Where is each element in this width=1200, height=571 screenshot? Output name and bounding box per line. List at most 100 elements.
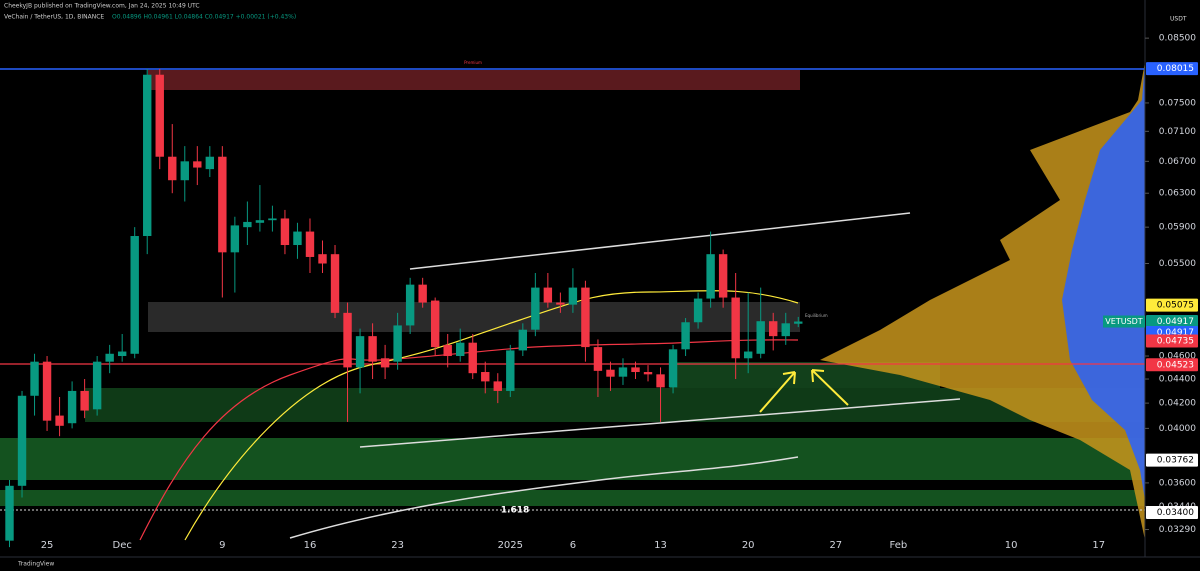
candle-body [318,254,327,264]
zone-label: Equilibrium [805,313,828,318]
candle-body [656,374,665,388]
fib-label: 1.618 [501,506,529,516]
candle-body [531,287,540,330]
price-label: 0.04917 [1157,328,1194,338]
price-label: 0.08015 [1157,64,1194,74]
candle-body [380,358,390,368]
price-label: 0.04523 [1157,360,1194,370]
y-tick-label: 0.04200 [1159,399,1196,409]
candle-body [243,221,252,228]
candle-body [180,161,189,181]
candle-body [618,367,628,377]
price-label-name-box [1103,315,1145,328]
candle-body [743,351,753,359]
candle-body [193,161,202,168]
y-tick-label: 0.04600 [1159,352,1196,362]
candle-body [493,381,502,391]
candle-body [17,395,27,486]
price-label-box [1146,315,1198,329]
x-tick-label: 2025 [498,540,523,551]
ohlc-header: O0.04896 H0.04961 L0.04864 C0.04917 +0.0… [112,14,296,21]
brand: TradingView [17,561,54,568]
candle-body [606,369,615,377]
price-label-box [1146,453,1198,467]
channel-bottom [359,398,961,448]
candle-body [756,321,765,354]
x-tick-label: 13 [654,540,667,551]
price-label-box [1146,298,1198,312]
equilibrium-zone [148,302,800,332]
price-axis [1145,0,1200,557]
candle-body [731,297,740,359]
arrow [759,371,796,413]
candle-body [155,74,164,157]
arrow [811,369,849,406]
chart-title: VeChain / TetherUS, 1D, BINANCE [4,14,104,21]
price-label-name: VETUSDT [1105,317,1143,326]
candle-body [30,361,39,396]
x-tick-label: 23 [391,540,404,551]
candle-body [769,321,778,337]
moving-average-slow [289,456,799,539]
candle-body [468,342,477,374]
currency: USDT [1170,16,1187,23]
candle-body [643,372,653,375]
candle-body [706,254,715,299]
candle-body [105,353,114,362]
x-tick-label: 10 [1005,540,1018,551]
candle-body [668,349,678,388]
candle-body [781,323,790,337]
candle-body [543,287,553,303]
price-label-box [1146,62,1198,76]
candle-body [718,254,728,298]
y-tick-label: 0.04000 [1159,424,1196,434]
candle-body [693,298,703,323]
price-label: 0.05075 [1157,301,1194,311]
x-tick-label: 9 [219,540,225,551]
y-tick-label: 0.03600 [1159,478,1196,488]
y-tick-label: 0.05900 [1159,223,1196,233]
price-label-box [1146,334,1198,348]
candle-body [368,336,377,362]
candle-body [506,350,515,391]
candle-body [631,367,640,373]
candle-body [430,300,440,348]
candle-body [518,329,528,351]
support-zone-lower [0,490,1145,506]
x-tick-label: 16 [304,540,317,551]
candle-body [405,284,415,326]
volume-profile-value-area [1062,62,1145,500]
price-label-box [1146,358,1198,372]
price-label: 0.03762 [1157,456,1194,466]
candle-body [355,336,365,368]
candle-body [130,236,139,354]
y-tick-label: 0.03290 [1159,525,1196,535]
candle-body [230,225,240,253]
candle-body [268,218,277,221]
candle-body [143,74,152,237]
author: CheekyJB published on TradingView.com, J… [4,3,200,10]
candle-body [568,287,578,305]
candle-body [418,284,427,303]
x-tick-label: Feb [890,540,908,551]
candle-body [218,156,227,253]
x-tick-label: 20 [742,540,755,551]
price-label: 0.03400 [1157,508,1194,518]
candle-body [794,321,803,324]
moving-average-mid [139,339,799,541]
candle-body [305,231,315,257]
price-label: 0.04917 [1157,317,1194,327]
candle-body [92,361,102,410]
moving-average-fast [184,290,799,541]
candle-body [681,322,690,350]
candle-body [593,347,603,371]
x-tick-label: 27 [829,540,842,551]
channel-top [409,212,911,270]
price-label: 0.04735 [1157,337,1194,347]
candle-body [343,312,352,368]
y-tick-label: 0.06300 [1159,189,1196,199]
volume-profile [820,62,1145,540]
y-tick-label: 0.08500 [1159,34,1196,44]
